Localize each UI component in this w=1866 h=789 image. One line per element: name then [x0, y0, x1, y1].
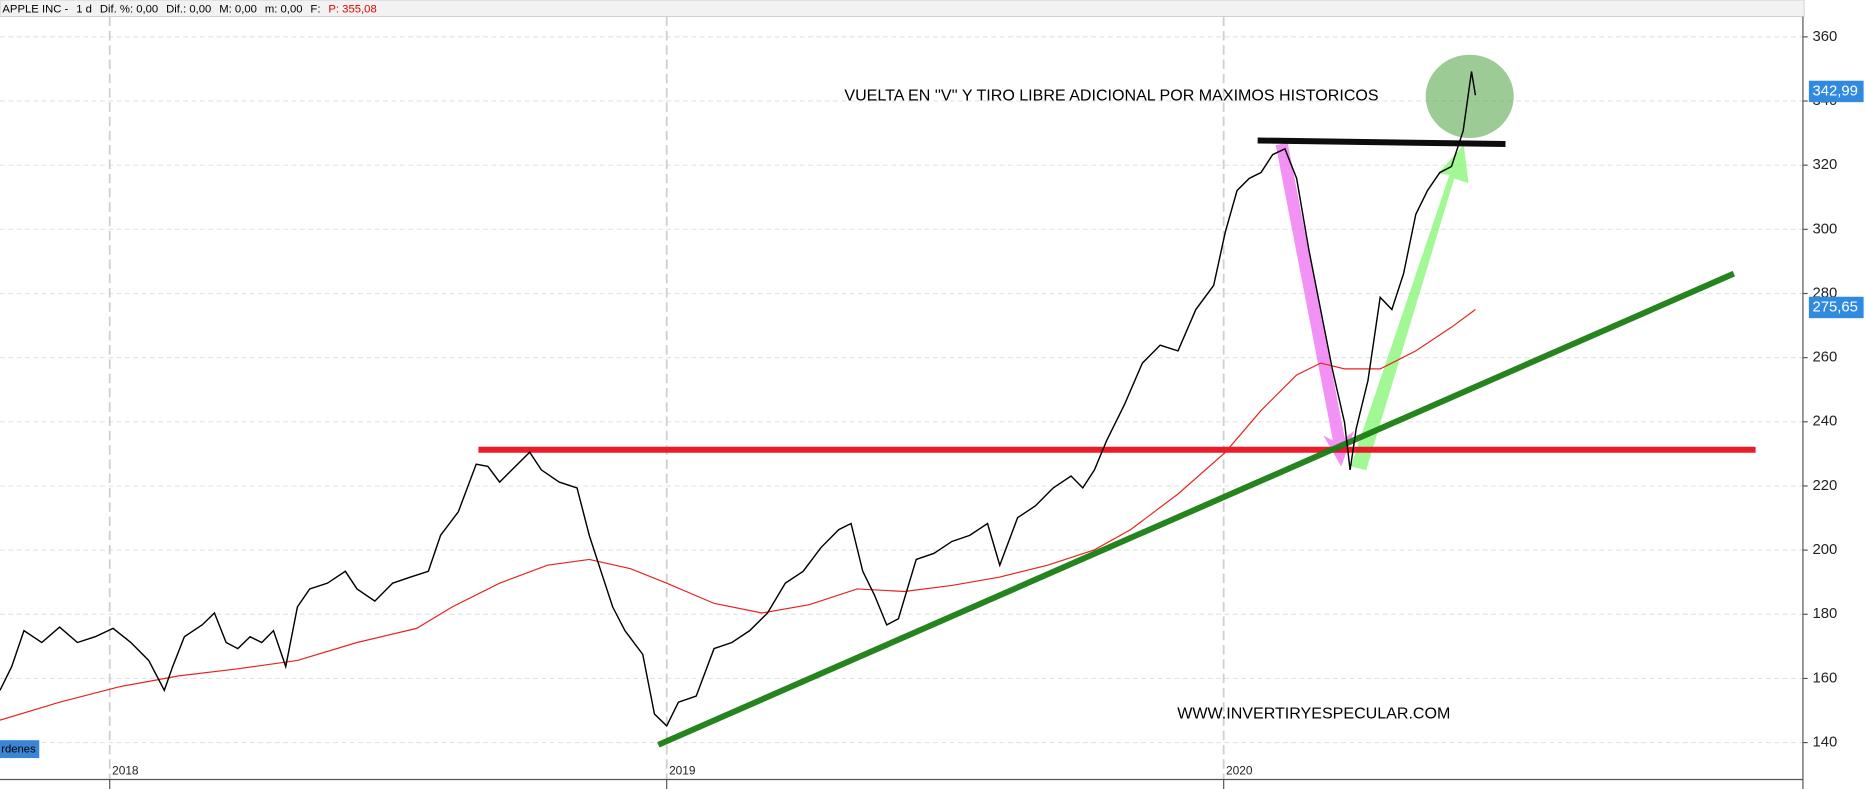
header-field: Dif.: 0,00 [166, 4, 211, 16]
x-tick-label: 2020 [1226, 763, 1253, 777]
header-period: 1 d [76, 4, 92, 16]
y-tick-label: 220 [1812, 478, 1837, 494]
up-arrow [1350, 145, 1469, 471]
header-price: P: 355,08 [328, 4, 376, 16]
axes: 1401601802002202402602803003203403602018… [109, 29, 1864, 789]
series [0, 71, 1756, 748]
x-tick-label: 2019 [669, 763, 696, 777]
header-symbol: APPLE INC - [2, 4, 68, 16]
header-field: Dif. %: 0,00 [100, 4, 158, 16]
down-arrow [1275, 142, 1355, 467]
price-line [0, 71, 1477, 728]
annotation: VUELTA EN ''V'' Y TIRO LIBRE ADICIONAL P… [844, 87, 1378, 105]
y-tick-label: 260 [1812, 350, 1837, 366]
header-field: F: [310, 4, 320, 16]
price-marker [1808, 80, 1864, 103]
header: APPLE INC - 1 d Dif. %: 0,00 Dif.: 0,00 … [2, 4, 376, 16]
trend-line [657, 270, 1736, 748]
y-tick-label: 200 [1812, 542, 1837, 558]
y-tick-label: 320 [1812, 157, 1837, 173]
annotation: WWW.INVERTIRYESPECULAR.COM [1177, 704, 1450, 722]
grid [0, 16, 1803, 780]
y-tick-label: 180 [1812, 606, 1837, 622]
y-tick-label: 140 [1812, 735, 1837, 751]
header-field: m: 0,00 [265, 4, 303, 16]
orders-tab-label[interactable]: rdenes [1, 744, 36, 756]
price-line [0, 309, 1476, 721]
highlight-circle [1425, 54, 1514, 139]
orders-tab[interactable] [0, 740, 40, 759]
y-tick-label: 160 [1812, 670, 1837, 686]
price-marker-label: 342,99 [1812, 83, 1857, 99]
y-tick-label: 300 [1812, 221, 1837, 237]
trend-line [1257, 137, 1506, 147]
header-field: M: 0,00 [219, 4, 257, 16]
y-tick-label: 360 [1812, 29, 1837, 45]
price-marker-label: 275,65 [1812, 299, 1857, 315]
header-bar [0, 0, 1805, 17]
price-marker [1808, 296, 1864, 319]
x-tick-label: 2018 [112, 763, 139, 777]
y-tick-label: 240 [1812, 414, 1837, 430]
